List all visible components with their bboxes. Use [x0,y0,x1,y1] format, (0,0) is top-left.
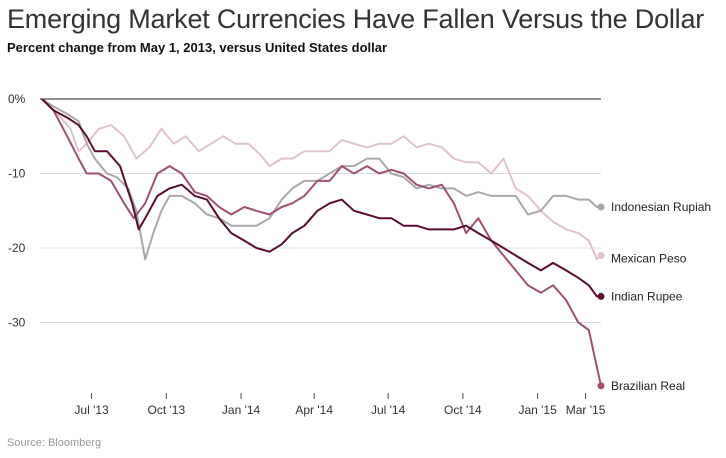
series-label-brazilian-real: Brazilian Real [611,379,685,393]
y-axis-ticks: 0% -10 -20 -30 [8,92,26,330]
source-note: Source: Bloomberg [7,437,102,449]
x-tick-label: Oct '13 [147,403,185,417]
x-tick-label: Jul '14 [371,403,406,417]
x-tick-label: Jul '13 [74,403,109,417]
x-tick-label: Mar '15 [566,403,606,417]
line-chart: 0% -10 -20 -30 Jul '13 Oct '13 Jan '14 Apr '14… [8,92,711,417]
y-tick-label: -20 [8,241,26,255]
series-label-mexican-peso: Mexican Peso [611,251,687,265]
x-tick-label: Apr '14 [295,403,333,417]
series-line-indian-rupee [41,98,601,298]
y-tick-label: 0% [8,92,26,106]
series-end-dot-brazilian-real [597,382,605,390]
series-line-indonesian-rupiah [41,98,601,261]
series-end-dot-indonesian-rupiah [597,203,605,211]
y-tick-label: -30 [8,316,26,330]
chart-title: Emerging Market Currencies Have Fallen V… [7,4,705,34]
series-end-dot-indian-rupee [597,292,605,300]
y-tick-label: -10 [8,167,26,181]
gridlines [40,98,601,323]
series-end-dot-mexican-peso [597,251,605,259]
series-label-indonesian-rupiah: Indonesian Rupiah [611,200,711,214]
series-end-labels: Mexican Peso Indonesian Rupiah Brazilian R… [611,200,711,393]
x-axis-ticks: Jul '13 Oct '13 Jan '14 Apr '14 Jul '14 Oct '… [74,393,606,417]
x-tick-label: Oct '14 [444,403,482,417]
x-tick-label: Jan '14 [222,403,261,417]
series-lines [41,98,605,390]
series-line-mexican-peso [41,98,602,261]
chart-subtitle: Percent change from May 1, 2013, versus … [7,40,388,55]
series-line-brazilian-real [41,98,602,387]
series-label-indian-rupee: Indian Rupee [611,289,683,303]
x-tick-label: Jan '15 [518,403,557,417]
